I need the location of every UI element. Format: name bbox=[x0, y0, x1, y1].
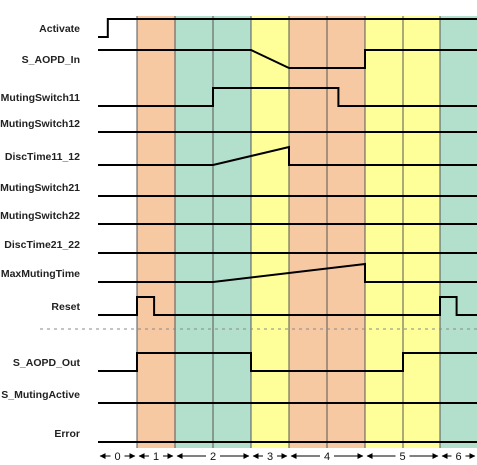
signal-label-s-mutingactive: S_MutingActive bbox=[1, 389, 80, 401]
signal-label-s-aopd-out: S_AOPD_Out bbox=[13, 357, 81, 369]
signal-traces bbox=[98, 18, 477, 443]
signal-label-mutingswitch21: MutingSwitch21 bbox=[0, 182, 80, 194]
signal-label-mutingswitch11: MutingSwitch11 bbox=[1, 92, 81, 104]
phase-label-5: 5 bbox=[399, 451, 405, 463]
phase-label-6: 6 bbox=[455, 451, 461, 463]
signal-label-disctime11-12: DiscTime11_12 bbox=[5, 151, 80, 163]
signal-trace-reset bbox=[98, 296, 477, 316]
signal-label-mutingswitch12: MutingSwitch12 bbox=[0, 118, 80, 130]
phase-bands bbox=[98, 16, 477, 448]
signal-label-activate: Activate bbox=[39, 23, 80, 35]
phase-band-3 bbox=[251, 16, 289, 448]
signal-label-error: Error bbox=[54, 428, 80, 440]
signal-trace-s-aopd-in bbox=[98, 49, 477, 69]
phase-label-3: 3 bbox=[267, 451, 273, 463]
signal-trace-maxmutingtime bbox=[98, 262, 477, 283]
signal-trace-disctime11-12 bbox=[98, 145, 477, 166]
phase-band-0 bbox=[98, 16, 137, 448]
phase-label-4: 4 bbox=[324, 451, 330, 463]
signal-label-disctime21-22: DiscTime21_22 bbox=[4, 239, 80, 251]
signal-labels: Activate S_AOPD_In MutingSwitch11 MutingSwi… bbox=[0, 23, 80, 440]
signal-trace-activate bbox=[98, 18, 477, 38]
phase-band-6 bbox=[440, 16, 477, 448]
signal-trace-mutingswitch11 bbox=[98, 87, 477, 107]
phase-label-1: 1 bbox=[153, 451, 159, 463]
phase-label-2: 2 bbox=[210, 451, 216, 463]
signal-label-mutingswitch22: MutingSwitch22 bbox=[0, 210, 80, 222]
signal-label-maxmutingtime: MaxMutingTime bbox=[1, 268, 80, 280]
signal-trace-s-aopd-out bbox=[98, 352, 477, 372]
signal-label-s-aopd-in: S_AOPD_In bbox=[22, 54, 80, 66]
phase-label-0: 0 bbox=[114, 451, 120, 463]
phase-band-1 bbox=[137, 16, 175, 448]
signal-label-reset: Reset bbox=[51, 301, 80, 313]
phase-axis: 0 1 2 3 4 5 6 bbox=[99, 451, 476, 463]
